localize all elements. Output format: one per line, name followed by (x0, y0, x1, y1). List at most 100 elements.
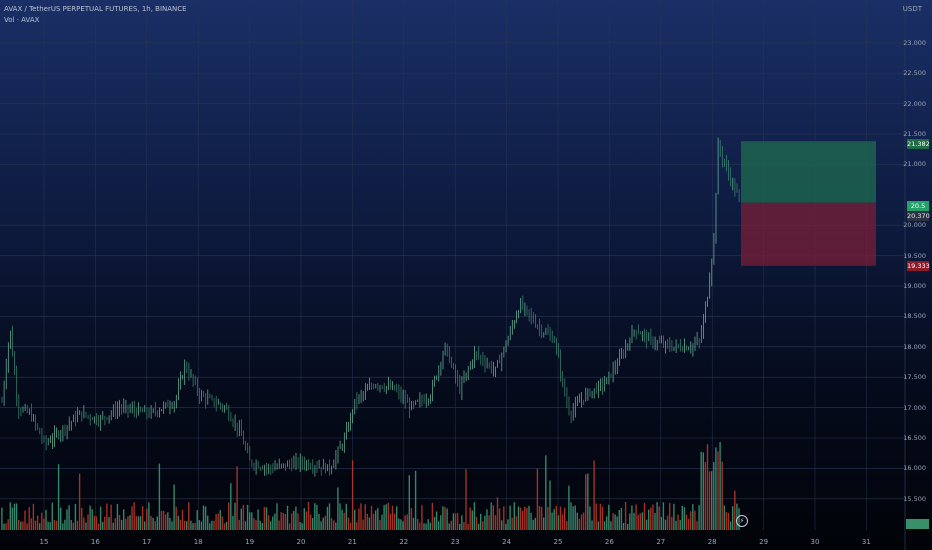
volume-bar (448, 523, 450, 530)
volume-bar (396, 506, 398, 530)
volume-bar (276, 503, 278, 530)
volume-bar (114, 518, 116, 530)
volume-bar (246, 504, 249, 530)
volume-bar (534, 517, 536, 530)
volume-bar (452, 513, 455, 530)
volume-bar (11, 507, 14, 530)
volume-bar (391, 505, 394, 530)
volume-bar (578, 518, 581, 530)
volume-bar (486, 509, 488, 530)
volume-bar (267, 515, 270, 530)
volume-bar (631, 505, 633, 530)
volume-bar (555, 505, 557, 530)
x-tick-label: 25 (553, 538, 563, 546)
volume-bar (616, 516, 618, 530)
y-tick-label: 15.500 (903, 494, 926, 503)
volume-bar (629, 513, 631, 530)
volume-bar (446, 508, 448, 530)
volume-bar (576, 512, 578, 530)
volume-bar (408, 475, 410, 530)
volume-bar (120, 519, 123, 530)
volume-bar (624, 502, 627, 530)
x-tick-label: 24 (502, 538, 512, 546)
volume-bar (656, 502, 658, 530)
volume-bar (648, 509, 650, 530)
volume-bar (272, 516, 274, 530)
volume-bar (47, 521, 49, 530)
volume-bar (158, 463, 161, 530)
volume-bar (551, 512, 553, 530)
volume-bar (204, 506, 207, 530)
volume-bar (572, 506, 574, 530)
volume-bar (309, 514, 312, 530)
x-tick-label: 27 (656, 538, 666, 546)
volume-bar (150, 515, 152, 530)
volume-bar (603, 521, 606, 530)
volume-bar (700, 451, 702, 530)
volume-bar (154, 521, 156, 530)
volume-value-tag (906, 519, 929, 529)
volume-bar (78, 473, 81, 530)
volume-bar (284, 513, 287, 530)
volume-bar (402, 521, 404, 530)
volume-bar (643, 502, 646, 530)
volume-bar (181, 509, 184, 530)
volume-bar (349, 522, 352, 530)
volume-bar (511, 517, 513, 530)
volume-bar (406, 514, 408, 530)
volume-bar (679, 519, 681, 530)
symbol-legend[interactable]: AVAX / TetherUS PERPETUAL FUTURES, 1h, B… (4, 5, 187, 13)
volume-bar (427, 519, 429, 530)
volume-legend[interactable]: Vol · AVAX (4, 16, 40, 24)
volume-bar (55, 520, 58, 530)
volume-bar (698, 505, 700, 530)
volume-bar (597, 521, 599, 530)
volume-bar (368, 517, 371, 530)
volume-bar (717, 451, 719, 530)
x-tick-label: 17 (142, 538, 152, 546)
volume-bar (696, 521, 698, 530)
volume-bar (454, 513, 457, 530)
volume-bar (482, 521, 484, 530)
volume-bar (299, 522, 301, 530)
volume-bar (559, 506, 562, 530)
volume-bar (265, 507, 268, 530)
volume-bar (711, 471, 713, 530)
volume-bar (673, 503, 675, 530)
y-tick-label: 20.000 (903, 221, 926, 230)
volume-bar (456, 512, 459, 530)
volume-bar (221, 516, 224, 530)
volume-bar (398, 518, 400, 530)
volume-bar (480, 513, 482, 530)
volume-bar (681, 505, 683, 530)
volume-bar (490, 502, 492, 530)
volume-bar (112, 522, 114, 530)
volume-bar (60, 507, 62, 530)
volume-bar (540, 506, 543, 530)
volume-bar (156, 516, 158, 530)
volume-bar (251, 512, 253, 530)
replay-icon[interactable]: ⚡ (736, 515, 748, 527)
volume-bar (358, 508, 360, 530)
volume-bar (465, 469, 467, 530)
volume-bar (257, 509, 259, 530)
volume-bar (492, 505, 494, 530)
volume-bar (1, 507, 3, 530)
volume-bar (475, 516, 478, 530)
volume-bar (240, 508, 242, 530)
volume-bar (530, 512, 532, 530)
volume-bar (303, 508, 305, 530)
stop-loss-price-tag: 19.333 (907, 261, 930, 271)
volume-bar (169, 517, 171, 530)
volume-bar (362, 519, 364, 530)
volume-bar (473, 502, 476, 530)
volume-bar (28, 507, 30, 530)
volume-bar (582, 512, 585, 530)
volume-bar (72, 522, 74, 530)
volume-bar (627, 523, 629, 530)
volume-bar (704, 462, 707, 530)
volume-bar (200, 521, 203, 530)
volume-bar (366, 513, 368, 530)
